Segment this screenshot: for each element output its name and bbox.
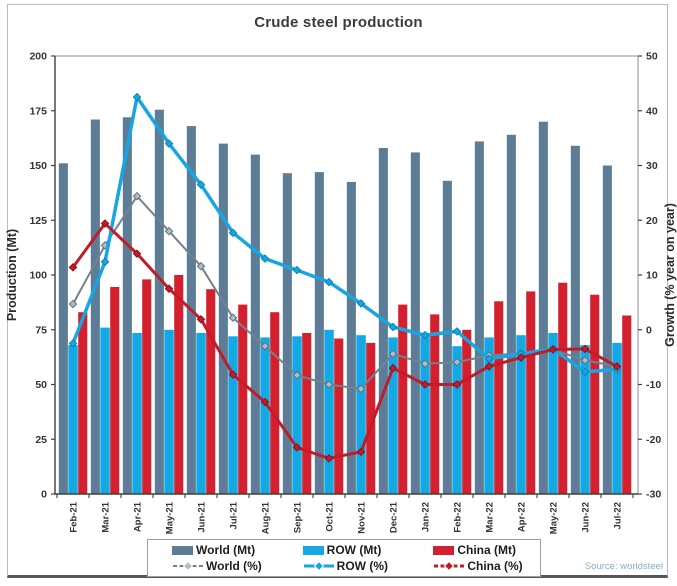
line-china-pct <box>68 219 622 463</box>
legend-item-row-pct: ROW (%) <box>279 559 410 573</box>
svg-text:20: 20 <box>646 215 658 227</box>
svg-text:Aug-21: Aug-21 <box>261 501 272 534</box>
svg-text:75: 75 <box>35 324 47 336</box>
legend-row-lines: World (%) ROW (%) China (%) <box>148 559 540 573</box>
left-axis-ticks: 0 25 50 75 100 125 150 175 200 <box>29 51 55 501</box>
right-axis-ticks: -30 -20 -10 0 10 20 30 40 50 <box>638 51 661 501</box>
svg-text:Apr-22: Apr-22 <box>517 502 528 532</box>
legend-label: China (Mt) <box>457 543 516 557</box>
svg-text:Feb-22: Feb-22 <box>453 502 464 533</box>
chart-title: Crude steel production <box>254 14 423 31</box>
svg-text:25: 25 <box>35 434 47 446</box>
legend-item-world-pct: World (%) <box>148 559 279 573</box>
row-pct-line-glyph <box>303 560 335 572</box>
world-pct-line-glyph <box>172 560 204 572</box>
svg-text:Apr-21: Apr-21 <box>133 501 144 532</box>
legend: World (Mt) ROW (Mt) China (Mt) World (%)… <box>147 539 541 577</box>
legend-label: ROW (Mt) <box>326 543 382 557</box>
world-mt-swatch <box>172 545 193 555</box>
source-note: Source: worldsteel <box>584 561 663 572</box>
legend-label: World (%) <box>206 559 262 573</box>
legend-item-world-mt: World (Mt) <box>148 543 279 557</box>
svg-text:30: 30 <box>646 160 658 172</box>
legend-item-china-pct: China (%) <box>409 559 540 573</box>
svg-text:0: 0 <box>646 324 652 336</box>
svg-text:-20: -20 <box>646 434 661 446</box>
svg-text:May-21: May-21 <box>165 501 176 534</box>
svg-text:Mar-22: Mar-22 <box>485 502 496 533</box>
svg-text:50: 50 <box>646 51 658 63</box>
svg-text:Nov-21: Nov-21 <box>357 501 368 533</box>
svg-text:150: 150 <box>29 160 47 172</box>
svg-text:Mar-21: Mar-21 <box>101 501 112 532</box>
legend-label: World (Mt) <box>196 543 256 557</box>
svg-text:Jun-22: Jun-22 <box>581 502 592 533</box>
row-mt-swatch <box>302 545 324 555</box>
line-row-pct <box>68 92 622 377</box>
svg-text:Jan-22: Jan-22 <box>421 502 432 532</box>
svg-text:Feb-21: Feb-21 <box>69 501 80 532</box>
legend-row-bars: World (Mt) ROW (Mt) China (Mt) <box>148 543 540 557</box>
svg-text:125: 125 <box>29 215 47 227</box>
svg-text:May-22: May-22 <box>549 502 560 534</box>
legend-item-china-mt: China (Mt) <box>409 543 540 557</box>
svg-text:Oct-21: Oct-21 <box>325 501 336 531</box>
legend-item-row-mt: ROW (Mt) <box>279 543 410 557</box>
svg-text:10: 10 <box>646 270 658 282</box>
bars-china-mt <box>78 275 632 495</box>
svg-text:-10: -10 <box>646 379 661 391</box>
svg-text:-30: -30 <box>646 489 661 501</box>
svg-text:0: 0 <box>41 489 47 501</box>
svg-text:100: 100 <box>29 270 47 282</box>
svg-text:Jun-21: Jun-21 <box>197 501 208 532</box>
china-mt-swatch <box>433 545 455 555</box>
svg-text:40: 40 <box>646 105 658 117</box>
svg-text:50: 50 <box>35 379 47 391</box>
svg-text:Jul-21: Jul-21 <box>229 501 240 529</box>
bars-row-mt <box>68 327 622 495</box>
svg-text:Sep-21: Sep-21 <box>293 501 304 533</box>
legend-label: China (%) <box>467 559 523 573</box>
svg-text:Dec-21: Dec-21 <box>389 501 400 533</box>
legend-label: ROW (%) <box>336 559 388 573</box>
svg-text:200: 200 <box>29 51 47 63</box>
svg-text:175: 175 <box>29 105 47 117</box>
svg-text:Jul-22: Jul-22 <box>613 502 624 529</box>
x-axis-ticks: Feb-21 Mar-21 Apr-21 May-21 Jun-21 Jul-21 Aug-… <box>56 494 634 534</box>
china-pct-line-glyph <box>433 560 465 572</box>
